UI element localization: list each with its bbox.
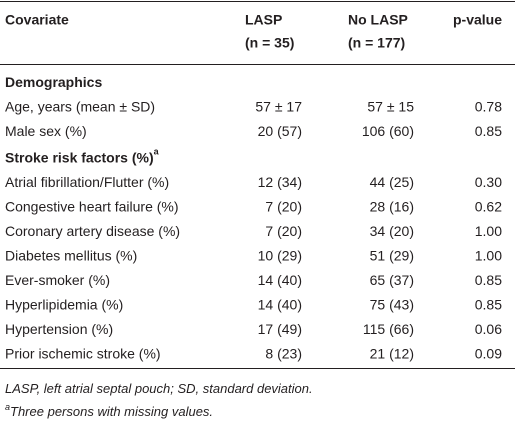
row-label: Prior ischemic stroke (%) (5, 346, 161, 362)
row-label: Hyperlipidemia (%) (5, 297, 123, 313)
footnote-marker: a (154, 147, 160, 157)
cell: 20 (57) (258, 123, 302, 139)
cell: 1.00 (475, 248, 502, 264)
column-header: p-value (453, 12, 502, 28)
row-label: Male sex (%) (5, 123, 87, 139)
cell: 14 (40) (258, 297, 302, 313)
section-title-text: Demographics (5, 74, 102, 90)
cell: 8 (23) (265, 346, 302, 362)
row-label: Ever-smoker (%) (5, 272, 110, 288)
column-header: Covariate (5, 12, 69, 28)
column-header: No LASP (348, 12, 408, 28)
footnote: aThree persons with missing values. (5, 402, 213, 419)
cell: 0.06 (475, 321, 502, 337)
cell: 10 (29) (258, 248, 302, 264)
row-label: Congestive heart failure (%) (5, 199, 179, 215)
cell: 106 (60) (362, 123, 414, 139)
section-title-text: Stroke risk factors (%) (5, 149, 154, 165)
footnote-text: Three persons with missing values. (10, 404, 213, 419)
cell: 34 (20) (370, 223, 414, 239)
cell: 0.78 (475, 99, 502, 115)
cell: 7 (20) (265, 223, 302, 239)
cell: 115 (66) (363, 321, 414, 337)
footnote: LASP, left atrial septal pouch; SD, stan… (5, 381, 313, 396)
cell: 65 (37) (370, 272, 414, 288)
cell: 0.85 (475, 272, 502, 288)
row-label: Atrial fibrillation/Flutter (%) (5, 174, 169, 190)
cell: 0.62 (475, 199, 502, 215)
cell: 7 (20) (265, 199, 302, 215)
section-title: Stroke risk factors (%)a (5, 147, 160, 165)
cell: 14 (40) (258, 272, 302, 288)
cell: 0.85 (475, 297, 502, 313)
row-label: Hypertension (%) (5, 321, 113, 337)
cell: 28 (16) (370, 199, 414, 215)
column-subtitle: (n = 177) (348, 35, 405, 51)
cell: 75 (43) (370, 297, 414, 313)
row-label: Coronary artery disease (%) (5, 223, 180, 239)
cell: 12 (34) (258, 174, 302, 190)
footnote-marker: a (5, 402, 10, 412)
cell: 21 (12) (370, 346, 414, 362)
cell: 0.85 (475, 123, 502, 139)
section-title: Demographics (5, 74, 102, 90)
footnote-text: LASP, left atrial septal pouch; SD, stan… (5, 381, 313, 396)
row-label: Diabetes mellitus (%) (5, 248, 137, 264)
cell: 17 (49) (258, 321, 302, 337)
row-label: Age, years (mean ± SD) (5, 99, 155, 115)
column-subtitle: (n = 35) (245, 35, 294, 51)
cell: 0.30 (475, 174, 502, 190)
cell: 51 (29) (370, 248, 414, 264)
cell: 57 ± 15 (367, 99, 414, 115)
cell: 1.00 (475, 223, 502, 239)
cell: 57 ± 17 (255, 99, 302, 115)
cell: 0.09 (475, 346, 502, 362)
cell: 44 (25) (370, 174, 414, 190)
column-header: LASP (245, 12, 282, 28)
